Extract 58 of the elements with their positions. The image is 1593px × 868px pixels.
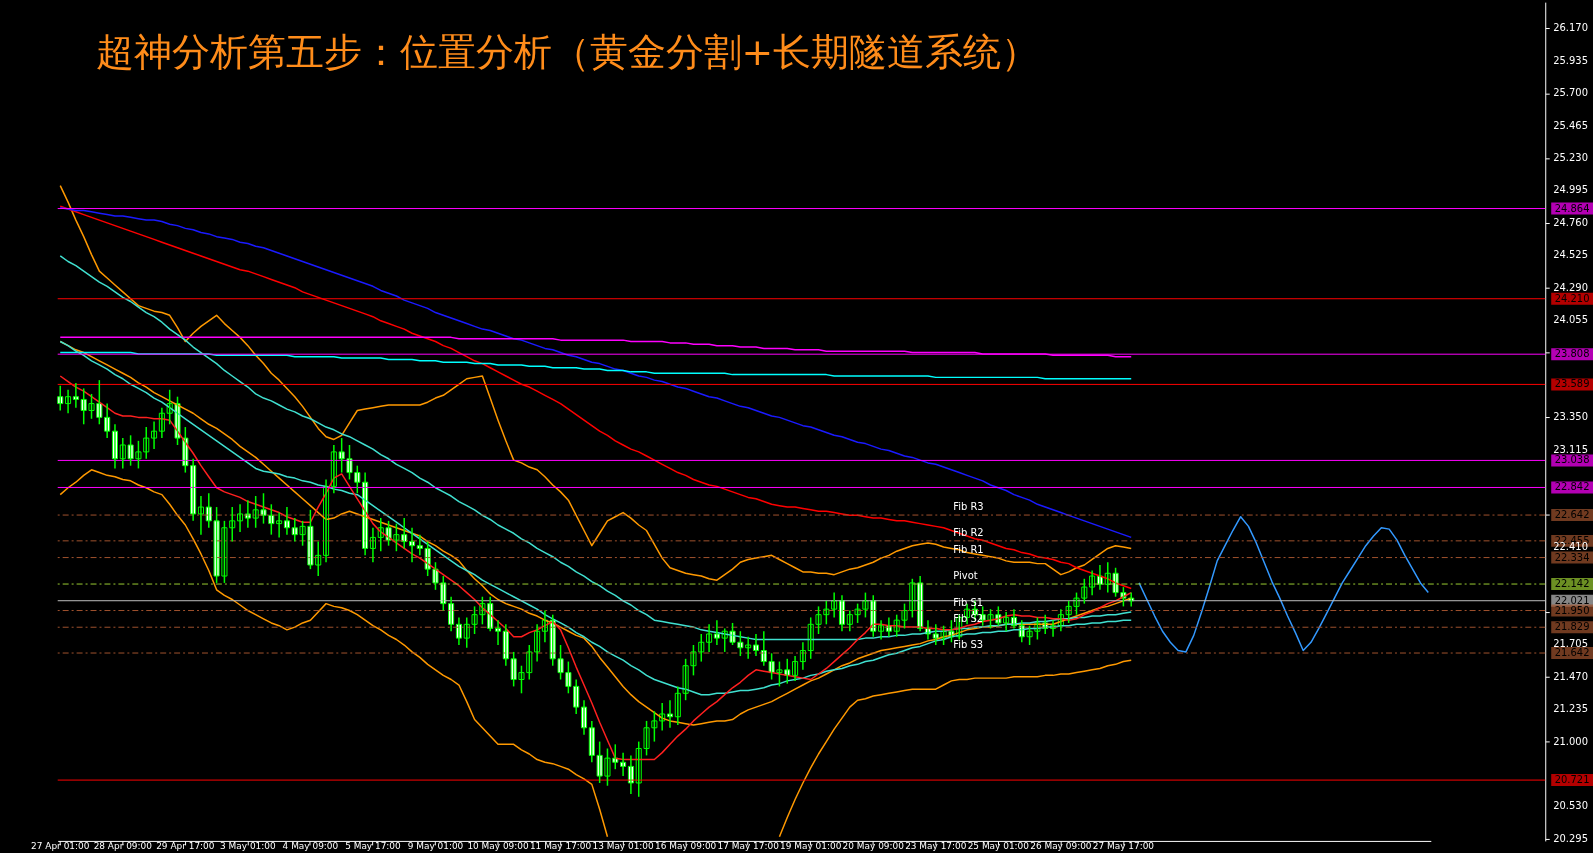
ref-line-label: 24.210 <box>1554 292 1590 304</box>
ref-line-label: 21.950 <box>1554 604 1590 616</box>
x-tick-label: 5 May 17:00 <box>345 841 402 852</box>
y-tick-label: 20.295 <box>1553 832 1588 844</box>
y-tick-label: 26.170 <box>1553 22 1588 34</box>
x-tick-label: 28 Apr 09:00 <box>93 841 153 852</box>
x-tick-label: 9 May 01:00 <box>407 841 464 852</box>
y-tick-label: 21.000 <box>1553 735 1588 747</box>
ref-line-label: 23.808 <box>1554 348 1590 360</box>
x-tick-label: 10 May 09:00 <box>467 841 529 852</box>
ref-line-label: 22.021 <box>1554 594 1590 606</box>
y-tick-label: 25.230 <box>1553 152 1588 164</box>
line-series <box>59 255 1132 641</box>
y-tick-label: 25.700 <box>1553 87 1588 99</box>
x-tick-label: 17 May 17:00 <box>717 841 780 852</box>
annotation: Fib R3 <box>953 501 984 513</box>
x-tick-label: 27 May 17:00 <box>1092 841 1155 852</box>
y-tick-label: 23.115 <box>1553 443 1588 455</box>
x-tick-label: 13 May 01:00 <box>592 841 655 852</box>
y-tick-label: 22.410 <box>1553 541 1588 553</box>
ref-line-label: 21.642 <box>1554 647 1590 658</box>
line-series <box>59 351 1132 380</box>
y-tick-label: 24.290 <box>1553 281 1588 293</box>
text: 超神分析第五步：位置分析（黄金分割+长期隧道系统） <box>95 29 1040 74</box>
y-tick-label: 25.935 <box>1553 54 1588 66</box>
y-tick-label: 24.760 <box>1553 216 1588 228</box>
ref-line-label: 22.334 <box>1554 551 1590 563</box>
x-tick-label: 23 May 17:00 <box>905 841 967 852</box>
x-tick-label: 27 Apr 01:00 <box>31 841 90 852</box>
x-tick-label: 29 Apr 17:00 <box>156 841 215 852</box>
x-tick-label: 20 May 09:00 <box>842 841 905 852</box>
x-tick-label: 3 May 01:00 <box>220 841 276 852</box>
x-tick-label: 4 May 09:00 <box>282 841 339 852</box>
y-tick-label: 24.055 <box>1553 314 1588 326</box>
ref-line-label: 23.038 <box>1554 454 1590 466</box>
y-tick-label: 25.465 <box>1553 119 1588 131</box>
ref-line-label: 24.864 <box>1554 202 1590 214</box>
y-tick-label: 23.350 <box>1553 411 1588 423</box>
line-series <box>1138 515 1430 653</box>
x-tick-label: 19 May 01:00 <box>780 841 842 852</box>
ref-line-label: 23.589 <box>1554 378 1590 390</box>
ref-line-label: 22.142 <box>1554 578 1590 590</box>
annotation: Pivot <box>953 570 978 582</box>
y-tick-label: 21.470 <box>1553 670 1588 682</box>
y-tick-label: 24.525 <box>1553 249 1588 261</box>
y-tick-label: 21.235 <box>1553 703 1588 715</box>
ref-line-label: 22.642 <box>1554 509 1590 521</box>
ref-line-label: 22.842 <box>1554 481 1590 493</box>
y-tick-label: 20.530 <box>1553 800 1588 812</box>
y-tick-label: 21.705 <box>1553 638 1588 650</box>
x-tick-label: 25 May 01:00 <box>967 841 1030 852</box>
y-tick-label: 24.995 <box>1553 184 1588 196</box>
x-tick-label: 16 May 09:00 <box>654 841 717 852</box>
ref-line-label: 21.829 <box>1554 621 1590 633</box>
annotation: Fib S3 <box>953 639 984 651</box>
x-tick-label: 26 May 09:00 <box>1030 841 1092 852</box>
x-tick-label: 11 May 17:00 <box>529 841 592 852</box>
ref-line-label: 20.721 <box>1554 774 1590 786</box>
